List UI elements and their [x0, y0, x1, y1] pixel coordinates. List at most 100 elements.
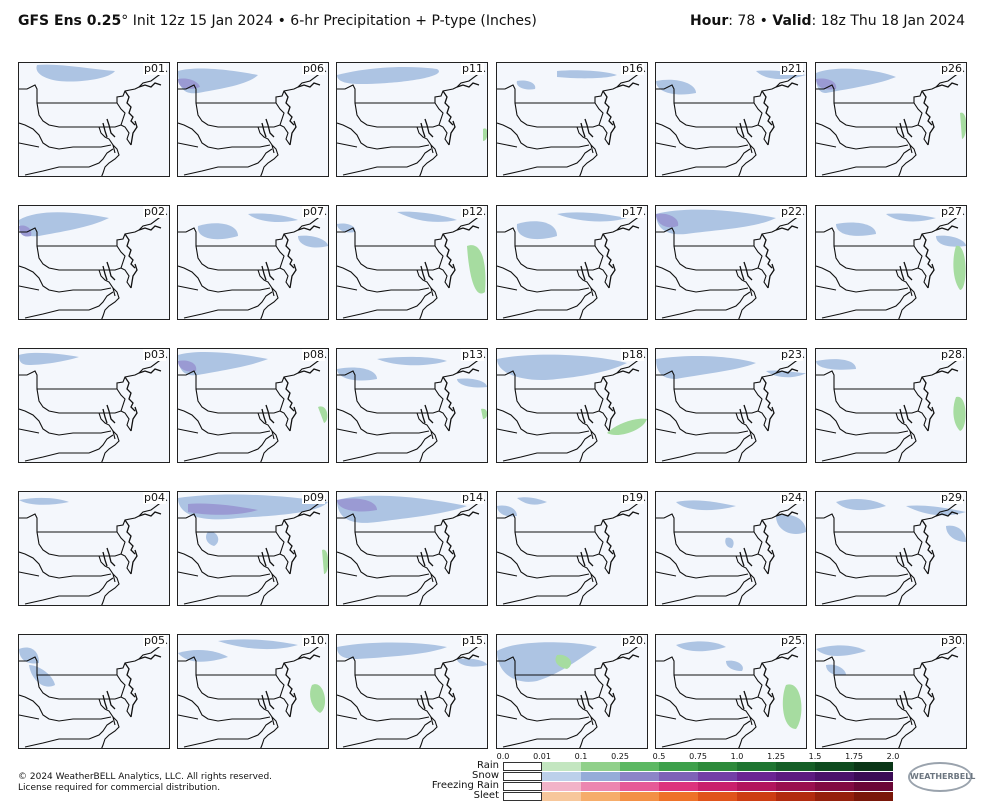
state-border	[178, 142, 199, 148]
rain-area	[483, 128, 487, 141]
coastline	[584, 261, 594, 281]
state-border	[821, 291, 911, 319]
ensemble-panel-p12: p12	[336, 205, 488, 320]
snow-area	[19, 647, 39, 664]
precip-map	[816, 499, 966, 605]
coastline	[767, 120, 775, 146]
ensemble-panel-p04: p04	[18, 491, 170, 606]
state-border	[816, 642, 965, 676]
coastline	[602, 90, 614, 126]
coastline	[743, 261, 753, 281]
coastline	[899, 551, 905, 567]
coastline	[106, 404, 116, 424]
coastline	[442, 519, 454, 555]
snow-area	[497, 354, 627, 381]
snow-area	[516, 80, 536, 90]
state-border	[24, 720, 114, 748]
state-border	[735, 269, 753, 297]
coastline	[138, 654, 162, 660]
colorbar-swatch	[620, 762, 659, 771]
state-border	[816, 714, 837, 720]
state-border	[178, 694, 271, 722]
state-border	[19, 70, 168, 104]
state-border	[816, 142, 837, 148]
state-border	[183, 148, 273, 176]
coastline	[448, 406, 456, 432]
state-border	[419, 573, 438, 605]
coastline	[927, 549, 935, 575]
coastline	[265, 690, 275, 710]
coastline	[138, 368, 162, 374]
state-border	[497, 714, 518, 720]
state-border	[497, 70, 646, 104]
snow-area	[19, 352, 79, 365]
model-name: GFS Ens 0.25	[18, 13, 122, 29]
state-border	[337, 213, 486, 247]
state-border	[497, 213, 646, 247]
ensemble-panel-p18: p18	[496, 348, 648, 463]
snow-area	[656, 356, 756, 379]
panel-label: p27	[940, 205, 963, 218]
coastline	[743, 547, 753, 567]
state-border	[183, 720, 273, 748]
coastline	[442, 233, 454, 269]
state-border	[757, 553, 769, 575]
colorbar-swatch	[854, 772, 893, 781]
state-border	[656, 142, 677, 148]
colorbar-swatch	[659, 762, 698, 771]
ensemble-panel-p01: p01	[18, 62, 170, 177]
colorbar-swatch	[737, 792, 776, 801]
coastline	[265, 118, 275, 138]
state-border	[434, 102, 444, 126]
coastline	[102, 265, 108, 281]
ensemble-panel-p09: p09	[177, 491, 329, 606]
coastline	[424, 547, 434, 567]
rain-area	[953, 245, 966, 290]
state-border	[260, 716, 279, 748]
state-border	[738, 716, 757, 748]
state-border	[821, 577, 911, 605]
coastline	[616, 368, 640, 374]
state-border	[178, 265, 271, 293]
snow-area	[816, 359, 856, 370]
coastline	[261, 265, 267, 281]
snow-area	[19, 212, 109, 237]
colorbar-swatch	[698, 782, 737, 791]
coastline	[138, 225, 162, 231]
colorbar-tick: 1.0	[730, 752, 744, 761]
state-border	[434, 388, 444, 412]
state-border	[19, 356, 168, 390]
state-border	[438, 124, 450, 146]
coastline	[442, 90, 454, 126]
state-border	[416, 698, 434, 726]
coastline	[935, 225, 959, 231]
coastline	[442, 662, 454, 698]
ptype-label-sleet: Sleet	[473, 790, 499, 801]
state-border	[895, 126, 913, 154]
colorbar-swatch	[854, 782, 893, 791]
state-border	[337, 265, 430, 293]
state-border	[576, 126, 594, 154]
state-border	[738, 144, 757, 176]
state-border	[738, 287, 757, 319]
state-border	[753, 531, 763, 555]
coastline	[608, 692, 616, 718]
coastline	[448, 120, 456, 146]
snow-area	[298, 235, 328, 248]
panel-label: p13	[461, 348, 484, 361]
rain-area	[607, 418, 647, 436]
state-border	[656, 428, 677, 434]
ensemble-panel-p06: p06	[177, 62, 329, 177]
coastline	[130, 406, 138, 432]
state-border	[757, 410, 769, 432]
panel-label: p04	[143, 491, 166, 504]
coastline	[743, 404, 753, 424]
state-border	[821, 434, 911, 462]
precip-map	[497, 642, 646, 748]
snow-area	[457, 658, 487, 667]
coastline	[608, 406, 616, 432]
coastline	[616, 511, 640, 517]
coastline	[602, 376, 614, 412]
state-border	[656, 285, 677, 291]
state-border	[502, 291, 592, 319]
